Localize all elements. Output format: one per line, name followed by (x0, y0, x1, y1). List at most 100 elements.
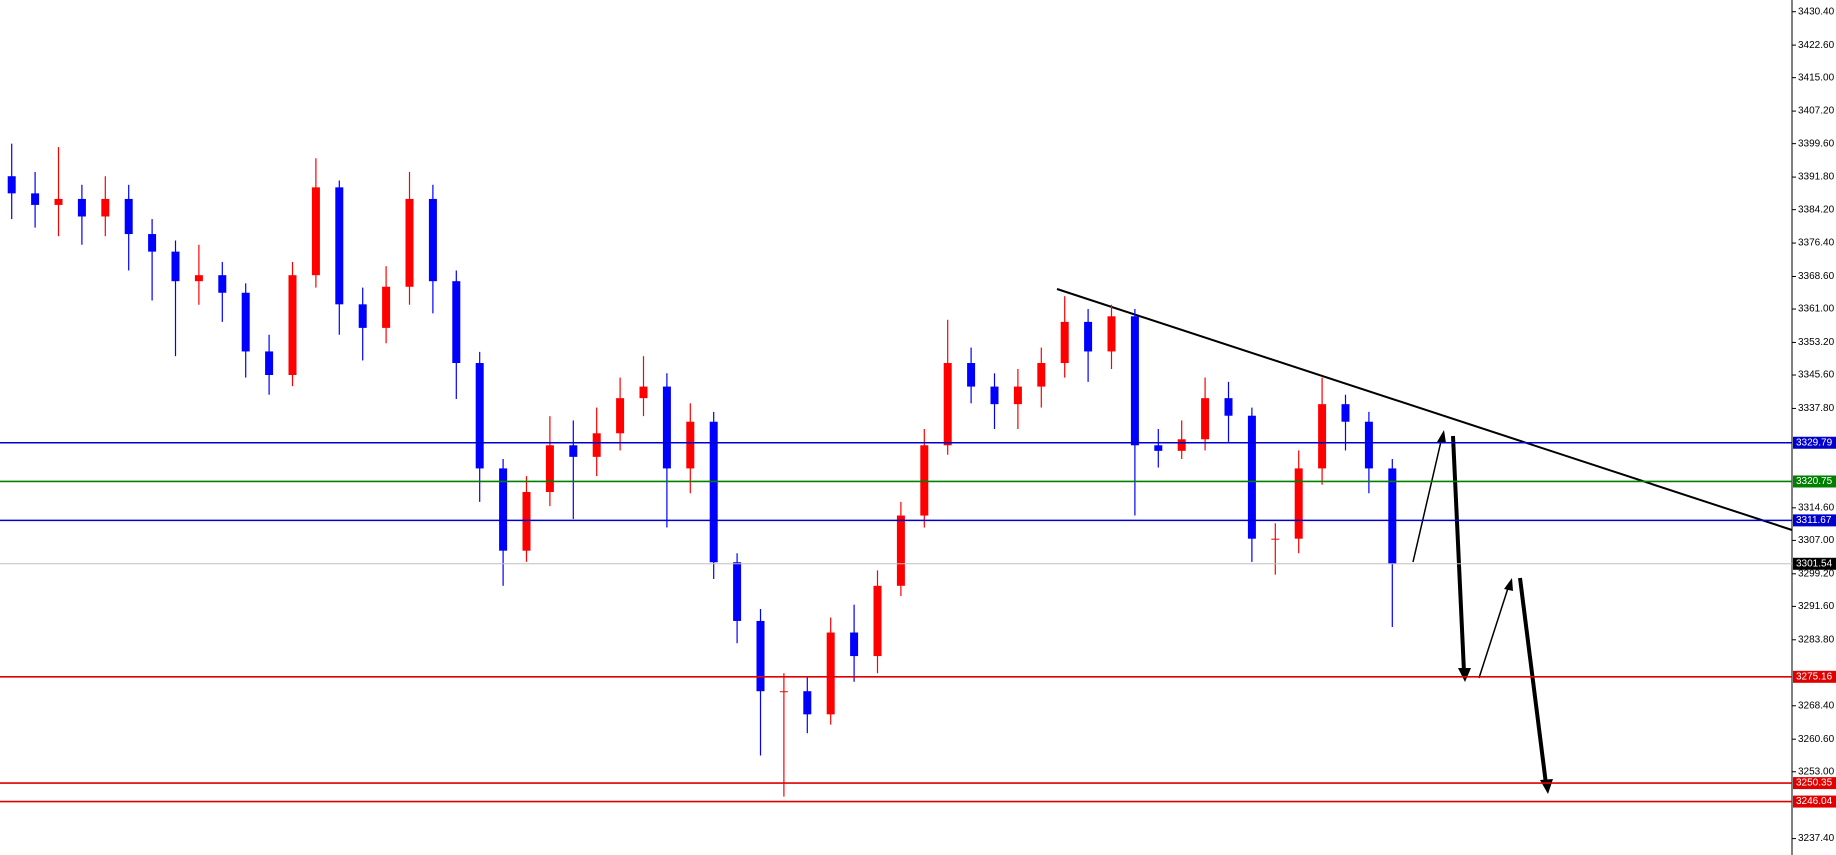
candle-body (1364, 421, 1373, 469)
candle-body (733, 562, 742, 621)
candle-body (1388, 468, 1397, 564)
candle-body (1271, 538, 1280, 540)
level-label-box (1793, 557, 1836, 570)
candle-body (265, 351, 274, 376)
candle-body (522, 491, 531, 551)
candle-body (77, 198, 86, 217)
candle-body (896, 515, 905, 586)
candle-body (616, 398, 625, 434)
candle-body (288, 275, 297, 376)
level-label: 3329.79 (1796, 437, 1833, 448)
candle-body (31, 193, 40, 205)
y-tick-label: 3376.40 (1798, 238, 1835, 249)
candle-body (756, 620, 765, 692)
candle-body (1107, 316, 1116, 352)
candle-body (967, 363, 976, 387)
level-label-box (1793, 475, 1836, 488)
y-tick-label: 3268.40 (1798, 700, 1835, 711)
y-tick-label: 3384.20 (1798, 204, 1835, 215)
candle-body (943, 363, 952, 446)
level-label-box (1793, 670, 1836, 683)
level-label-box (1793, 795, 1836, 808)
candle-body (335, 187, 344, 305)
level-label: 3250.35 (1796, 778, 1833, 789)
candle-body (850, 632, 859, 657)
y-tick-label: 3337.80 (1798, 403, 1835, 414)
candle-body (475, 363, 484, 469)
candle-body (873, 585, 882, 657)
candle-body (779, 691, 788, 693)
candle-body (920, 445, 929, 516)
candle-body (452, 281, 461, 364)
y-tick-label: 3353.20 (1798, 337, 1835, 348)
y-tick-label: 3314.60 (1798, 502, 1835, 513)
arrow (1451, 435, 1466, 673)
y-tick-label: 3430.40 (1798, 6, 1835, 17)
y-tick-label: 3260.60 (1798, 734, 1835, 745)
candle-body (1201, 398, 1210, 440)
candle-body (569, 445, 578, 457)
candle-body (358, 304, 367, 328)
candle-body (382, 286, 391, 328)
candle-body (592, 433, 601, 457)
y-tick-label: 3361.00 (1798, 304, 1835, 315)
candle-body (1177, 439, 1186, 451)
candle-body (1247, 415, 1256, 539)
candle-body (428, 198, 437, 282)
candle-body (1060, 321, 1069, 364)
candle-body (1130, 316, 1139, 446)
y-tick-label: 3237.40 (1798, 833, 1835, 844)
candle-body (1154, 445, 1163, 451)
candle-body (686, 421, 695, 469)
candle-body (171, 251, 180, 282)
candle-body (1294, 468, 1303, 539)
y-tick-label: 3368.60 (1798, 271, 1835, 282)
candle-body (803, 691, 812, 715)
arrow (1518, 577, 1548, 785)
level-label: 3311.67 (1796, 515, 1832, 526)
level-label-box (1793, 436, 1836, 449)
candle-body (826, 632, 835, 715)
candle-body (311, 187, 320, 276)
y-tick-label: 3407.20 (1798, 106, 1835, 117)
arrow (1412, 436, 1443, 563)
y-tick-label: 3391.80 (1798, 172, 1835, 183)
candle-body (990, 386, 999, 405)
level-label-box (1793, 777, 1836, 790)
candle-body (1084, 321, 1093, 352)
y-tick-label: 3399.60 (1798, 138, 1835, 149)
candle-body (499, 468, 508, 551)
candle-body (1341, 404, 1350, 422)
candle-body (241, 292, 250, 352)
y-tick-label: 3415.00 (1798, 72, 1835, 83)
drawings (7, 143, 1793, 797)
level-label-box (1793, 514, 1836, 527)
trend-line (1056, 288, 1793, 531)
candle-body (148, 234, 157, 252)
candle-body (124, 198, 133, 235)
arrow-head (1458, 668, 1471, 682)
candle-body (405, 198, 414, 287)
level-label: 3320.75 (1796, 476, 1833, 487)
arrow-head (1437, 430, 1446, 443)
y-tick-label: 3307.00 (1798, 535, 1835, 546)
candle-body (1224, 398, 1233, 416)
y-tick-label: 3291.60 (1798, 601, 1835, 612)
candle-body (1037, 363, 1046, 387)
y-tick-label: 3253.00 (1798, 766, 1835, 777)
arrow (1478, 584, 1510, 679)
y-tick-label: 3299.20 (1798, 568, 1835, 579)
y-tick-label: 3345.60 (1798, 370, 1835, 381)
candle-body (101, 198, 110, 217)
candle-body (194, 275, 203, 282)
candle-body (709, 421, 718, 563)
arrow-head (1504, 578, 1513, 591)
candle-body (54, 198, 63, 205)
level-label: 3301.54 (1796, 558, 1833, 569)
candle-body (545, 445, 554, 492)
candle-body (639, 386, 648, 399)
candle-body (1318, 404, 1327, 469)
candle-body (662, 386, 671, 469)
